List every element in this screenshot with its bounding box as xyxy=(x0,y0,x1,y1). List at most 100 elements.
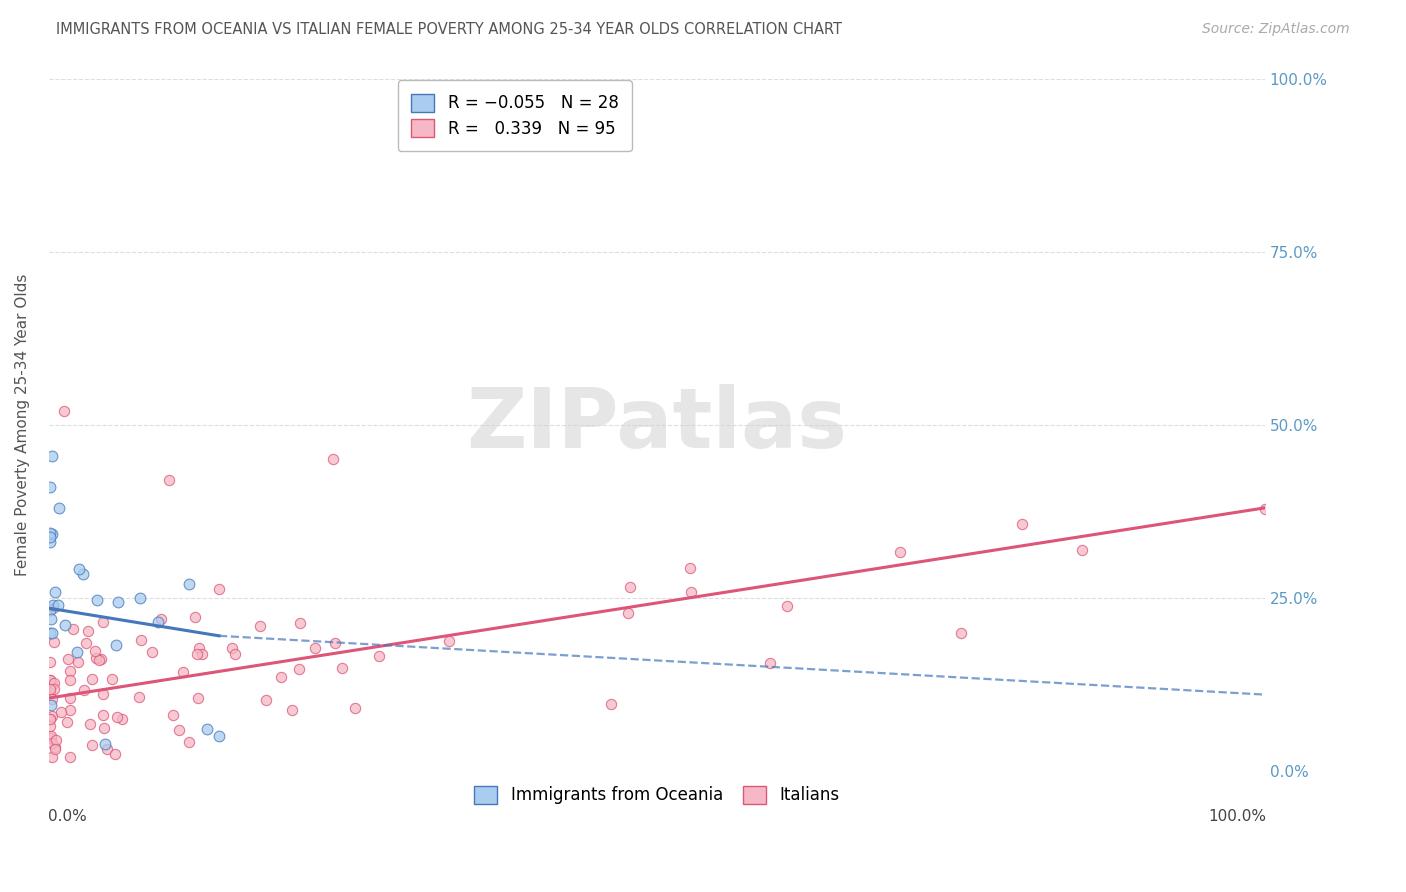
Point xyxy=(44,739,66,754)
Point xyxy=(184,609,207,624)
Point xyxy=(224,647,246,661)
Point xyxy=(39,626,62,640)
Point xyxy=(39,698,62,712)
Point xyxy=(111,712,134,726)
Point xyxy=(90,652,112,666)
Point xyxy=(39,682,62,697)
Point xyxy=(53,404,76,418)
Point xyxy=(104,638,127,652)
Point xyxy=(616,606,638,620)
Point xyxy=(177,577,200,591)
Point xyxy=(84,650,107,665)
Point xyxy=(39,729,62,743)
Point xyxy=(39,530,62,544)
Text: ZIPatlas: ZIPatlas xyxy=(467,384,848,466)
Point xyxy=(129,591,152,606)
Point xyxy=(195,722,218,736)
Point xyxy=(67,655,90,669)
Point xyxy=(599,697,621,711)
Point xyxy=(44,635,66,649)
Point xyxy=(39,603,62,617)
Point xyxy=(322,452,344,467)
Point xyxy=(254,693,277,707)
Text: Source: ZipAtlas.com: Source: ZipAtlas.com xyxy=(1202,22,1350,37)
Point xyxy=(177,735,200,749)
Point xyxy=(41,691,63,706)
Point xyxy=(41,750,63,764)
Point xyxy=(72,567,94,582)
Point xyxy=(208,729,231,743)
Point xyxy=(42,598,65,612)
Point xyxy=(59,691,82,706)
Point xyxy=(1254,502,1277,516)
Text: 0.0%: 0.0% xyxy=(48,809,86,823)
Point xyxy=(186,647,208,661)
Point xyxy=(51,705,73,719)
Text: IMMIGRANTS FROM OCEANIA VS ITALIAN FEMALE POVERTY AMONG 25-34 YEAR OLDS CORRELAT: IMMIGRANTS FROM OCEANIA VS ITALIAN FEMAL… xyxy=(56,22,842,37)
Point xyxy=(1071,543,1094,558)
Point xyxy=(80,739,103,753)
Point xyxy=(45,732,67,747)
Point xyxy=(42,682,65,697)
Point xyxy=(42,676,65,690)
Y-axis label: Female Poverty Among 25-34 Year Olds: Female Poverty Among 25-34 Year Olds xyxy=(15,274,30,576)
Point xyxy=(172,665,194,679)
Point xyxy=(96,742,118,756)
Point xyxy=(62,623,84,637)
Point xyxy=(149,612,172,626)
Legend: Immigrants from Oceania, Italians: Immigrants from Oceania, Italians xyxy=(461,772,853,818)
Point xyxy=(91,615,114,629)
Point xyxy=(39,712,62,726)
Point xyxy=(39,535,62,549)
Point xyxy=(1011,517,1033,532)
Point xyxy=(288,663,311,677)
Point xyxy=(39,612,62,626)
Point xyxy=(148,615,170,629)
Point xyxy=(104,747,127,762)
Point xyxy=(41,626,63,640)
Point xyxy=(59,703,82,717)
Point xyxy=(93,737,115,751)
Point xyxy=(157,473,180,487)
Point xyxy=(330,661,353,675)
Point xyxy=(344,701,367,715)
Point xyxy=(83,644,105,658)
Point xyxy=(39,525,62,540)
Point xyxy=(41,736,63,750)
Point xyxy=(270,670,292,684)
Point xyxy=(44,584,66,599)
Point xyxy=(128,690,150,704)
Point xyxy=(39,673,62,687)
Point xyxy=(167,723,190,737)
Point xyxy=(79,716,101,731)
Point xyxy=(776,599,799,614)
Point xyxy=(42,601,65,615)
Point xyxy=(91,707,114,722)
Point xyxy=(187,640,209,655)
Point xyxy=(290,616,312,631)
Point xyxy=(129,632,152,647)
Point xyxy=(41,527,63,541)
Point xyxy=(758,656,780,670)
Point xyxy=(39,719,62,733)
Point xyxy=(73,682,96,697)
Point xyxy=(82,672,104,686)
Point xyxy=(221,641,243,656)
Point xyxy=(162,707,184,722)
Point xyxy=(53,618,76,632)
Point xyxy=(39,655,62,669)
Point xyxy=(39,712,62,726)
Point xyxy=(281,703,304,717)
Point xyxy=(207,582,229,597)
Point xyxy=(93,721,115,735)
Point xyxy=(75,636,97,650)
Point xyxy=(46,598,69,612)
Point xyxy=(56,652,79,666)
Point xyxy=(249,619,271,633)
Point xyxy=(681,584,703,599)
Point xyxy=(889,545,911,559)
Point xyxy=(367,649,389,664)
Point xyxy=(44,742,66,756)
Point xyxy=(325,636,347,650)
Point xyxy=(187,691,209,706)
